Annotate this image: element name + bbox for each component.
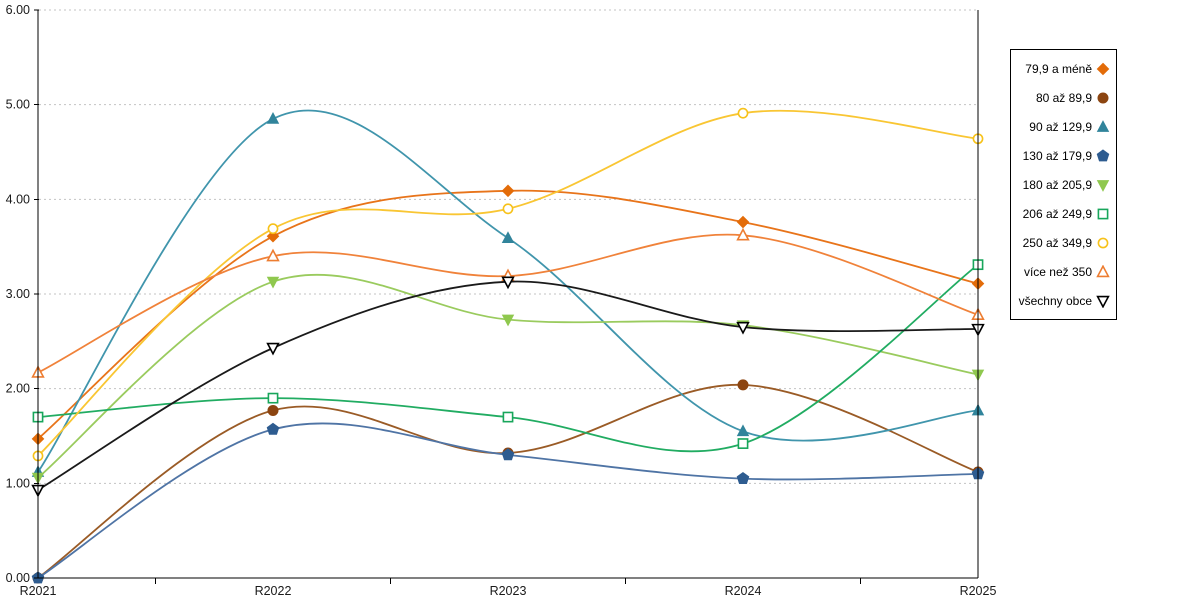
- legend-item: 206 až 249,9: [1017, 207, 1110, 221]
- legend-item: 250 až 349,9: [1017, 236, 1110, 250]
- x-category-label: R2021: [20, 584, 57, 598]
- data-point-marker: [266, 422, 280, 435]
- legend-item: 130 až 179,9: [1017, 149, 1110, 163]
- y-tick-label: 0.00: [6, 571, 30, 585]
- data-point-marker: [502, 411, 514, 423]
- series-4: [31, 422, 985, 584]
- series-8: [31, 227, 985, 378]
- x-category-label: R2023: [490, 584, 527, 598]
- legend-label: více než 350: [1023, 264, 1092, 279]
- data-point-marker: [736, 424, 750, 437]
- legend-label: 180 až 205,9: [1022, 177, 1092, 192]
- triangle-down-icon: [1096, 179, 1110, 192]
- data-point-marker: [501, 231, 515, 244]
- data-point-marker: [267, 392, 279, 404]
- y-tick-label: 5.00: [6, 98, 30, 112]
- legend-item: 79,9 a méně: [1017, 62, 1110, 76]
- series-5: [31, 273, 985, 485]
- legend-label: 250 až 349,9: [1022, 235, 1092, 250]
- legend-label: 130 až 179,9: [1022, 148, 1092, 163]
- legend-item: všechny obce: [1017, 294, 1110, 308]
- pentagon-icon: [1096, 148, 1110, 161]
- circle-open-icon: [1097, 237, 1109, 248]
- legend-item: 180 až 205,9: [1017, 178, 1110, 192]
- legend-item: 90 až 129,9: [1017, 120, 1110, 134]
- y-tick-label: 2.00: [6, 382, 30, 396]
- data-point-marker: [266, 276, 280, 289]
- data-point-marker: [736, 215, 750, 229]
- data-point-marker: [737, 438, 749, 449]
- legend-label: 206 až 249,9: [1022, 206, 1092, 221]
- x-category-label: R2024: [725, 584, 762, 598]
- legend-label: 79,9 a méně: [1025, 61, 1092, 76]
- legend-label: všechny obce: [1018, 293, 1092, 308]
- series-line: [37, 422, 979, 579]
- triangle-up-icon: [1096, 119, 1110, 132]
- data-point-marker: [737, 107, 749, 119]
- legend-label: 90 až 129,9: [1029, 119, 1092, 134]
- circle-icon: [1097, 92, 1109, 103]
- data-point-marker: [501, 448, 515, 461]
- data-point-marker: [266, 111, 280, 124]
- legend-label: 80 až 89,9: [1035, 90, 1092, 105]
- y-tick-label: 3.00: [6, 287, 30, 301]
- data-point-marker: [736, 321, 750, 335]
- data-point-marker: [266, 229, 280, 243]
- triangle-down-open-icon: [1096, 295, 1110, 308]
- x-category-label: R2025: [960, 584, 997, 598]
- x-category-label: R2022: [255, 584, 292, 598]
- data-point-marker: [737, 379, 749, 391]
- triangle-up-open-legend-icon: [1096, 264, 1110, 277]
- series-line: [37, 109, 979, 457]
- y-tick-label: 1.00: [6, 476, 30, 490]
- data-point-marker: [266, 248, 280, 262]
- legend-item: více než 350: [1017, 264, 1110, 279]
- pentagon-legend-icon: [1096, 148, 1110, 161]
- chart-legend: 79,9 a méně 80 až 89,9 90 až 129,9 130 až 1…: [1010, 49, 1117, 320]
- data-point-marker: [267, 404, 279, 416]
- circle-legend-icon: [1097, 92, 1109, 103]
- y-tick-label: 6.00: [6, 3, 30, 17]
- square-open-icon: [1097, 208, 1109, 219]
- data-point-marker: [266, 342, 280, 356]
- triangle-down-open-legend-icon: [1096, 295, 1110, 308]
- data-point-marker: [501, 184, 515, 198]
- triangle-down-legend-icon: [1096, 179, 1110, 192]
- diamond-icon: [1096, 62, 1110, 75]
- circle-open-legend-icon: [1097, 237, 1109, 248]
- data-point-marker: [267, 223, 279, 235]
- series-2: [32, 379, 984, 584]
- series-line: [37, 109, 979, 473]
- data-point-marker: [501, 314, 515, 327]
- triangle-up-legend-icon: [1096, 119, 1110, 132]
- data-point-marker: [736, 471, 750, 484]
- triangle-up-open-icon: [1096, 264, 1110, 277]
- data-point-marker: [736, 227, 750, 241]
- series-line: [37, 273, 979, 479]
- data-point-marker: [501, 276, 515, 290]
- series-7: [32, 107, 984, 462]
- y-tick-label: 4.00: [6, 192, 30, 206]
- square-open-legend-icon: [1097, 208, 1109, 219]
- diamond-legend-icon: [1096, 62, 1110, 75]
- data-point-marker: [502, 203, 514, 215]
- legend-item: 80 až 89,9: [1017, 91, 1110, 105]
